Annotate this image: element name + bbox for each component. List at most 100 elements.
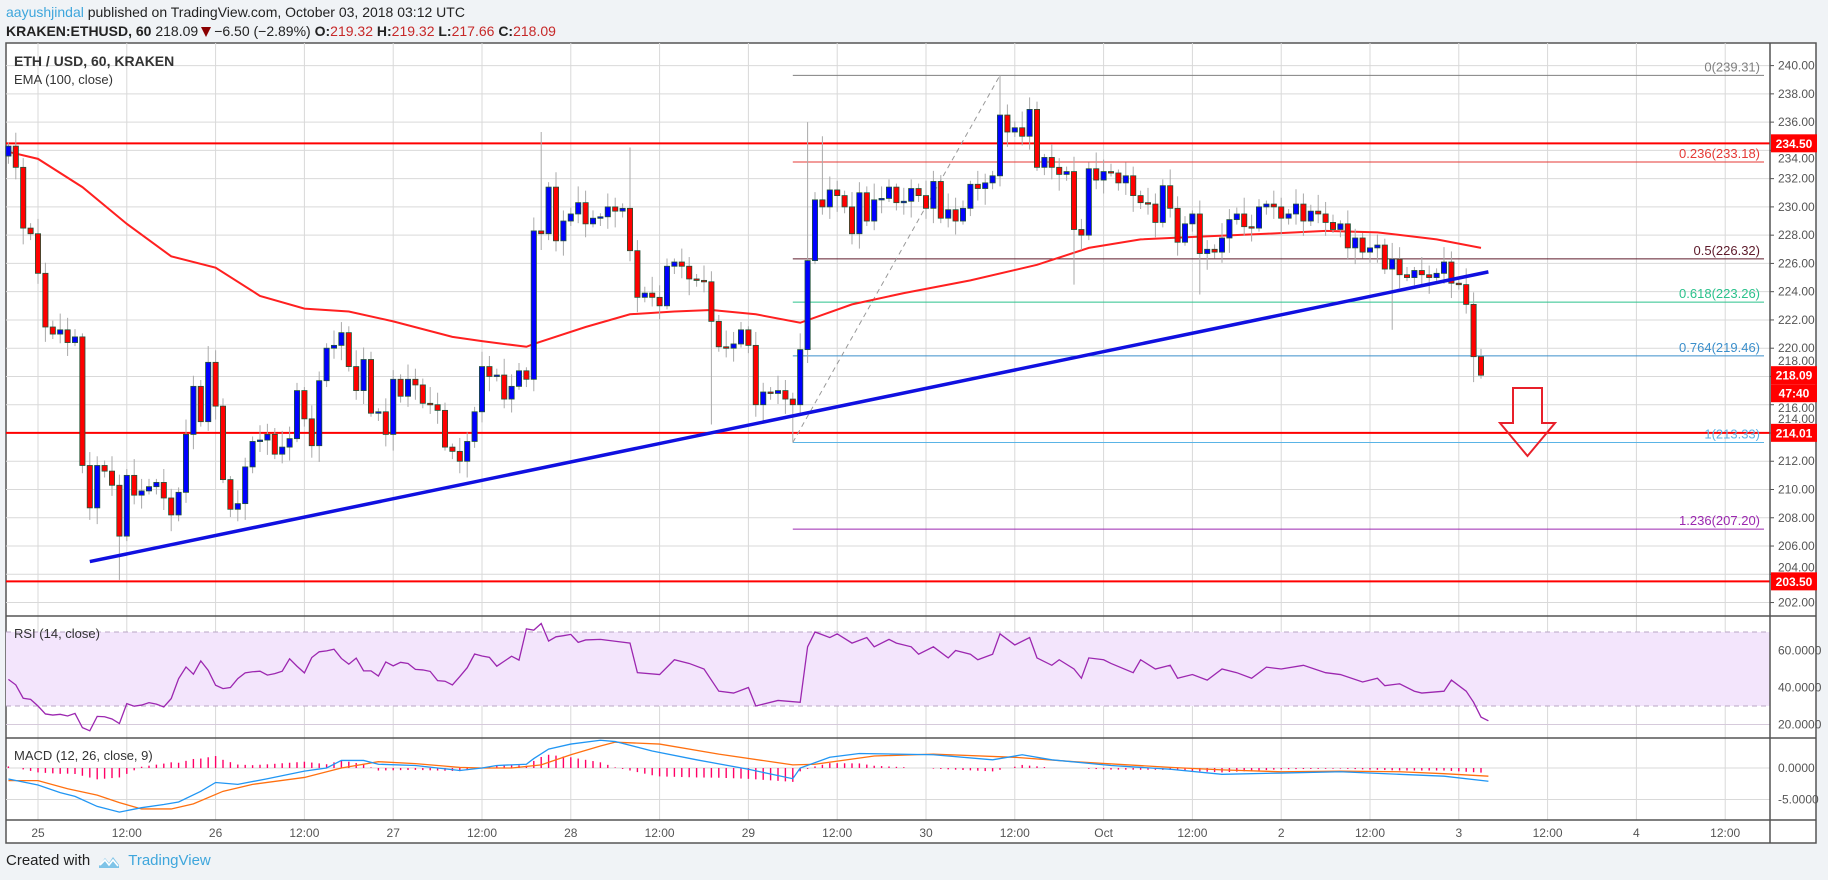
candle[interactable]: [1211, 244, 1218, 259]
candle[interactable]: [227, 476, 234, 518]
candle[interactable]: [797, 333, 804, 414]
candle[interactable]: [375, 408, 382, 421]
candle[interactable]: [1122, 162, 1129, 195]
candle[interactable]: [131, 459, 138, 505]
candle[interactable]: [930, 170, 937, 224]
tradingview-link[interactable]: TradingView: [128, 852, 211, 869]
candle[interactable]: [826, 176, 833, 219]
candle[interactable]: [649, 276, 656, 307]
candle[interactable]: [471, 406, 478, 448]
candle[interactable]: [856, 182, 863, 249]
candle[interactable]: [1145, 187, 1152, 215]
candle[interactable]: [1352, 228, 1359, 265]
candle[interactable]: [1219, 223, 1226, 263]
candle[interactable]: [441, 402, 448, 451]
candle[interactable]: [1344, 210, 1351, 260]
candle[interactable]: [1285, 209, 1292, 225]
candle[interactable]: [841, 190, 848, 214]
candle[interactable]: [1071, 156, 1078, 285]
candle[interactable]: [456, 437, 463, 474]
candle[interactable]: [323, 343, 330, 388]
candle[interactable]: [567, 207, 574, 226]
candle[interactable]: [575, 186, 582, 224]
candle[interactable]: [849, 192, 856, 245]
candle[interactable]: [1233, 207, 1240, 225]
candle[interactable]: [1159, 179, 1166, 228]
candle[interactable]: [545, 182, 552, 241]
candle[interactable]: [1137, 190, 1144, 210]
candle[interactable]: [553, 172, 560, 252]
candle[interactable]: [1359, 233, 1366, 259]
candle[interactable]: [1063, 166, 1070, 181]
candle[interactable]: [86, 452, 93, 520]
candle[interactable]: [1396, 247, 1403, 289]
candle[interactable]: [264, 423, 271, 455]
candle[interactable]: [338, 322, 345, 361]
candle[interactable]: [293, 382, 300, 443]
candle[interactable]: [1034, 101, 1041, 171]
candle[interactable]: [397, 374, 404, 403]
candle[interactable]: [5, 142, 12, 164]
candle[interactable]: [701, 265, 708, 293]
candle[interactable]: [619, 203, 626, 218]
candle[interactable]: [1011, 121, 1018, 137]
candle[interactable]: [678, 248, 685, 279]
candle[interactable]: [664, 258, 671, 310]
candle[interactable]: [1056, 158, 1063, 191]
candle[interactable]: [249, 436, 256, 474]
candle[interactable]: [1404, 266, 1411, 282]
candle[interactable]: [1093, 152, 1100, 190]
candle[interactable]: [212, 350, 219, 420]
candle[interactable]: [516, 363, 523, 390]
candle[interactable]: [501, 358, 508, 409]
candle[interactable]: [478, 351, 485, 423]
candle[interactable]: [1048, 144, 1055, 180]
ascending-trendline[interactable]: [89, 270, 1489, 564]
candle[interactable]: [952, 197, 959, 235]
candle[interactable]: [1315, 194, 1322, 224]
candle[interactable]: [1448, 251, 1455, 299]
candle[interactable]: [1130, 166, 1137, 212]
candle[interactable]: [145, 478, 152, 495]
candle[interactable]: [715, 314, 722, 352]
candle[interactable]: [486, 355, 493, 392]
candle[interactable]: [168, 488, 175, 532]
candle[interactable]: [279, 430, 286, 464]
candle[interactable]: [1367, 233, 1374, 263]
candle[interactable]: [960, 200, 967, 225]
candle[interactable]: [767, 387, 774, 400]
candle[interactable]: [886, 179, 893, 202]
candle[interactable]: [449, 443, 456, 460]
candle[interactable]: [382, 398, 389, 447]
candle[interactable]: [1182, 216, 1189, 246]
candle[interactable]: [982, 173, 989, 205]
candle[interactable]: [345, 326, 352, 372]
fib-trend-dashed-line[interactable]: [792, 75, 1001, 443]
candle[interactable]: [1041, 153, 1048, 176]
candle[interactable]: [42, 262, 49, 342]
candle[interactable]: [834, 180, 841, 212]
candle[interactable]: [1204, 240, 1211, 270]
candle[interactable]: [1241, 197, 1248, 236]
candle[interactable]: [160, 469, 167, 510]
candle[interactable]: [20, 158, 27, 245]
candle[interactable]: [597, 213, 604, 226]
candle[interactable]: [367, 351, 374, 417]
candle[interactable]: [404, 364, 411, 407]
candle[interactable]: [1426, 265, 1433, 294]
candle[interactable]: [419, 378, 426, 409]
candle[interactable]: [1263, 200, 1270, 215]
candle[interactable]: [1300, 193, 1307, 236]
candle[interactable]: [604, 193, 611, 229]
candle[interactable]: [530, 217, 537, 392]
candle[interactable]: [1189, 210, 1196, 232]
candle[interactable]: [782, 379, 789, 414]
candle[interactable]: [730, 331, 737, 362]
ema-100-line[interactable]: [8, 150, 1482, 348]
candle[interactable]: [900, 187, 907, 215]
candle[interactable]: [353, 350, 360, 400]
macd-line[interactable]: [8, 739, 1489, 813]
candle[interactable]: [871, 183, 878, 231]
candle[interactable]: [190, 375, 197, 450]
